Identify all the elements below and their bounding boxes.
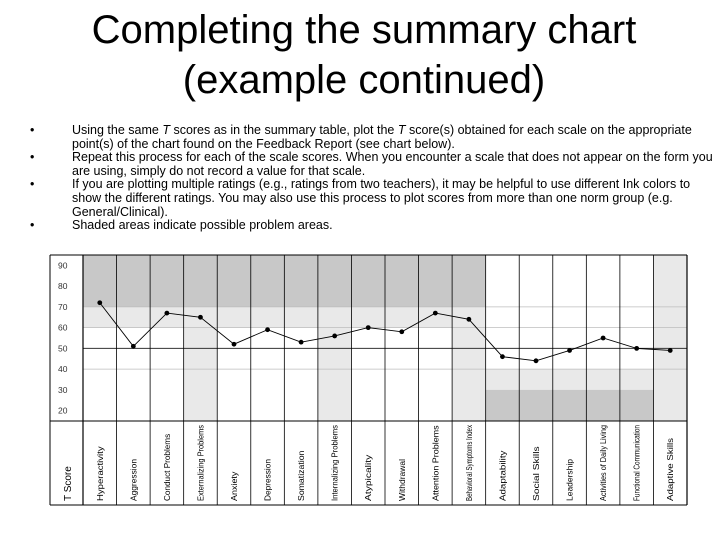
data-point — [298, 339, 304, 345]
category-label: Adaptive Skills — [666, 438, 675, 501]
y-tick-label: 30 — [58, 385, 68, 395]
y-tick-label: 80 — [58, 281, 68, 291]
y-tick-label: 90 — [58, 260, 68, 270]
bullet-item: Using the same T scores as in the summar… — [30, 123, 720, 151]
y-axis-label: T Score — [63, 466, 74, 501]
category-label: Hyperactivity — [96, 446, 105, 501]
y-tick-label: 50 — [58, 343, 68, 353]
data-point — [365, 325, 371, 331]
slide-title-line-2: (example continued) — [182, 58, 546, 102]
category-label: Activities of Daily Living — [599, 425, 608, 501]
bullet-text: Using the same — [72, 123, 163, 137]
category-label: Atypicality — [364, 455, 373, 501]
data-point — [399, 329, 405, 335]
bullet-item: Repeat this process for each of the scal… — [30, 150, 720, 178]
data-point — [533, 358, 539, 364]
category-label: Internalizing Problems — [331, 425, 340, 501]
category-label: Anxiety — [230, 472, 239, 501]
data-point — [231, 341, 237, 347]
composite-column-shade — [653, 255, 687, 421]
data-point — [567, 348, 572, 353]
bullet-item: Shaded areas indicate possible problem a… — [30, 218, 720, 233]
adaptive-clinically-significant-band — [485, 389, 654, 421]
category-label: Depression — [264, 459, 273, 501]
category-label: Leadership — [566, 458, 575, 501]
y-tick-label: 20 — [58, 406, 68, 416]
data-point — [634, 345, 640, 351]
category-label: Attention Problems — [431, 425, 440, 501]
category-label: Social Skills — [532, 446, 541, 501]
slide-title-line-1: Completing the summary chart — [91, 8, 637, 52]
bullet-text: Shaded areas indicate possible problem a… — [72, 218, 333, 233]
bullet-text: T — [162, 123, 170, 137]
data-point — [667, 348, 673, 353]
data-point — [198, 314, 203, 320]
series-line — [99, 302, 671, 362]
bullet-item: If you are plotting multiple ratings (e.… — [30, 178, 720, 219]
category-label: Functional Communication — [633, 425, 642, 501]
data-point — [97, 300, 103, 306]
y-tick-label: 40 — [58, 364, 68, 374]
bullet-text: scores as in the summary table, plot the — [169, 123, 398, 137]
data-point — [466, 316, 472, 322]
bullet-text: score(s) obtained for each scale on the … — [72, 123, 692, 151]
bullet-text: Repeat this process for each of the scal… — [72, 150, 713, 178]
bullet-list: Using the same T scores as in the summar… — [30, 123, 720, 233]
category-label: Behavioral Symptoms Index — [465, 425, 474, 501]
data-point — [432, 310, 438, 316]
y-tick-label: 70 — [58, 302, 68, 312]
category-label: Conduct Problems — [163, 434, 172, 501]
data-point — [130, 343, 136, 349]
data-point — [265, 327, 270, 333]
bullet-text: If you are plotting multiple ratings (e.… — [72, 177, 691, 219]
data-point — [332, 333, 338, 339]
data-point — [500, 354, 505, 360]
category-label: Externalizing Problems — [196, 425, 205, 501]
category-label: Withdrawal — [398, 459, 407, 501]
category-label: Somatization — [297, 451, 306, 501]
data-point — [164, 310, 170, 316]
adaptive-at-risk-band — [485, 369, 654, 390]
category-label: Aggression — [129, 459, 138, 501]
y-tick-label: 60 — [58, 323, 68, 333]
category-label: Adaptability — [498, 451, 507, 501]
bullet-text: T — [397, 123, 406, 137]
data-point — [600, 335, 606, 341]
